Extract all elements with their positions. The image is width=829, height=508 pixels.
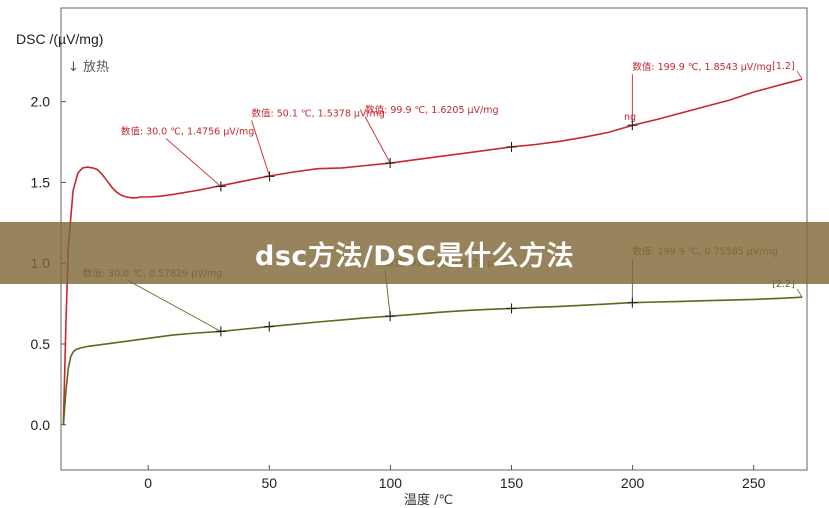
x-tick-label: 250 <box>742 475 766 491</box>
y-tick-label: 0.5 <box>31 336 51 352</box>
annotation-leader <box>127 279 222 332</box>
annotation-leader <box>364 116 391 164</box>
data-marker <box>506 303 517 314</box>
annotation-layer: 数值: 30.0 ℃, 1.4756 µV/mg 数值: 50.1 ℃, 1.53… <box>83 61 778 337</box>
banner-title: dsc方法/DSC是什么方法 <box>255 240 574 272</box>
series-line-2 <box>62 296 803 425</box>
data-marker <box>385 311 396 322</box>
series-tag-leader <box>796 70 803 80</box>
annotation-label: 数值: 50.1 ℃, 1.5378 µV/mg <box>252 107 385 119</box>
data-marker <box>627 297 638 308</box>
series-line-1 <box>62 78 803 425</box>
data-marker <box>264 321 275 332</box>
x-tick-label: 150 <box>500 475 524 491</box>
y-tick-label: 2.0 <box>31 94 51 110</box>
series-tag-leader <box>796 288 803 298</box>
y-tick-label: 0.0 <box>31 417 51 433</box>
exotherm-direction-label: ↓ 放热 <box>68 60 110 75</box>
data-marker <box>506 141 517 152</box>
series-tag-2: [2.2] <box>772 279 795 290</box>
y-axis-label: DSC /(µV/mg) <box>16 31 104 47</box>
title-banner: dsc方法/DSC是什么方法 <box>0 222 829 284</box>
data-marker <box>627 120 638 131</box>
x-tick-label: 100 <box>379 475 403 491</box>
annotation-label: 数值: 99.9 ℃, 1.6205 µV/mg <box>365 104 498 116</box>
series-tag-1: [1.2] <box>772 61 795 72</box>
x-tick-label: 200 <box>621 475 645 491</box>
y-tick-label: 1.5 <box>31 174 51 190</box>
data-marker <box>385 157 396 168</box>
data-marker <box>264 171 275 182</box>
data-marker <box>215 181 226 192</box>
annotation-label: 数值: 30.0 ℃, 1.4756 µV/mg <box>121 125 254 137</box>
annotation-label: 数值: 199.9 ℃, 1.8543 µV/mg <box>632 61 771 73</box>
x-axis-label: 温度 /℃ <box>404 493 454 508</box>
series-layer: [1.2] [2.2] <box>62 61 803 425</box>
annotation-leader <box>251 120 270 177</box>
stray-unit-text: ng <box>624 112 636 123</box>
data-marker <box>215 326 226 337</box>
x-tick-label: 50 <box>262 475 278 491</box>
x-tick-label: 0 <box>144 475 152 491</box>
annotation-leader <box>165 138 222 187</box>
